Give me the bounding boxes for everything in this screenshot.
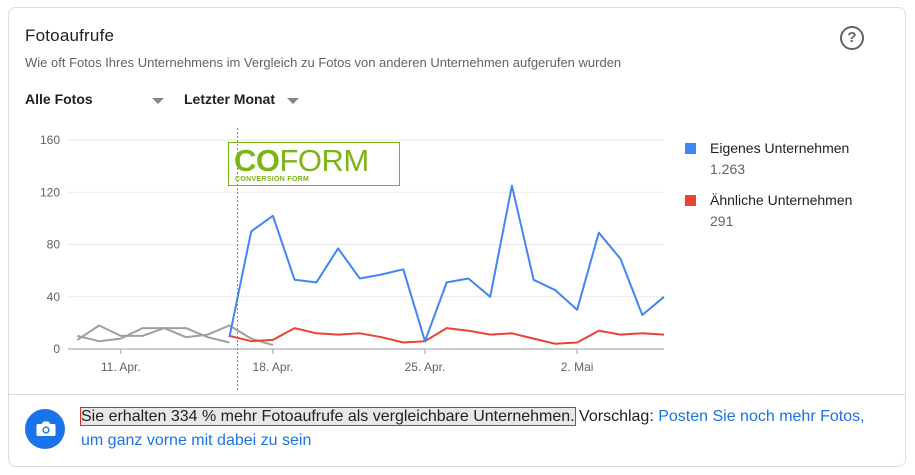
insight-message: Sie erhalten 334 % mehr Fotoaufrufe als … <box>80 405 891 453</box>
coform-logo: COFORM CONVERSION FORM <box>228 142 400 186</box>
card-subtitle: Wie oft Fotos Ihres Unternehmens im Verg… <box>25 55 622 70</box>
photo-views-card <box>8 7 906 467</box>
camera-glyph <box>36 421 56 436</box>
legend-value: 291 <box>710 213 734 229</box>
x-tick-label: 2. Mai <box>561 360 594 374</box>
legend-label: Ähnliche Unternehmen <box>710 192 853 208</box>
y-tick-label: 40 <box>47 290 61 304</box>
series-line-0 <box>228 184 665 343</box>
post-more-photos-link[interactable]: Posten Sie noch mehr Fotos, um ganz vorn… <box>81 408 865 449</box>
series-line-1 <box>229 327 665 345</box>
legend-swatch <box>685 195 696 206</box>
chevron-down-icon <box>152 98 164 104</box>
logo-tagline: CONVERSION FORM <box>235 176 310 183</box>
y-tick-label: 80 <box>47 238 61 252</box>
x-tick-label: 25. Apr. <box>405 360 446 374</box>
camera-icon <box>25 409 65 449</box>
chevron-down-icon <box>287 98 299 104</box>
logo-co: CO <box>234 143 280 178</box>
photo-views-chart: 0 40 80 120 160 11. Apr. 18. Apr. 25. Apr. 2. Ma… <box>40 128 665 392</box>
y-tick-label: 0 <box>53 342 60 356</box>
help-circle-icon[interactable]: ? <box>840 26 864 50</box>
photo-type-value: Alle Fotos <box>25 91 93 107</box>
legend-value: 1.263 <box>710 161 746 177</box>
suggestion-prefix: Vorschlag: <box>574 408 659 425</box>
card-title: Fotoaufrufe <box>25 26 115 45</box>
period-value: Letzter Monat <box>184 91 275 107</box>
x-tick-label: 18. Apr. <box>253 360 294 374</box>
logo-form: FORM <box>279 143 370 178</box>
y-tick-label: 120 <box>40 185 60 199</box>
x-tick-label: 11. Apr. <box>101 360 141 374</box>
y-tick-label: 160 <box>40 133 60 147</box>
series-line-3 <box>77 327 230 344</box>
card-divider <box>9 394 905 395</box>
legend-swatch <box>685 143 696 154</box>
insight-highlight: Sie erhalten 334 % mehr Fotoaufrufe als … <box>80 407 576 426</box>
legend-label: Eigenes Unternehmen <box>710 140 850 156</box>
series-line-2 <box>76 324 274 347</box>
